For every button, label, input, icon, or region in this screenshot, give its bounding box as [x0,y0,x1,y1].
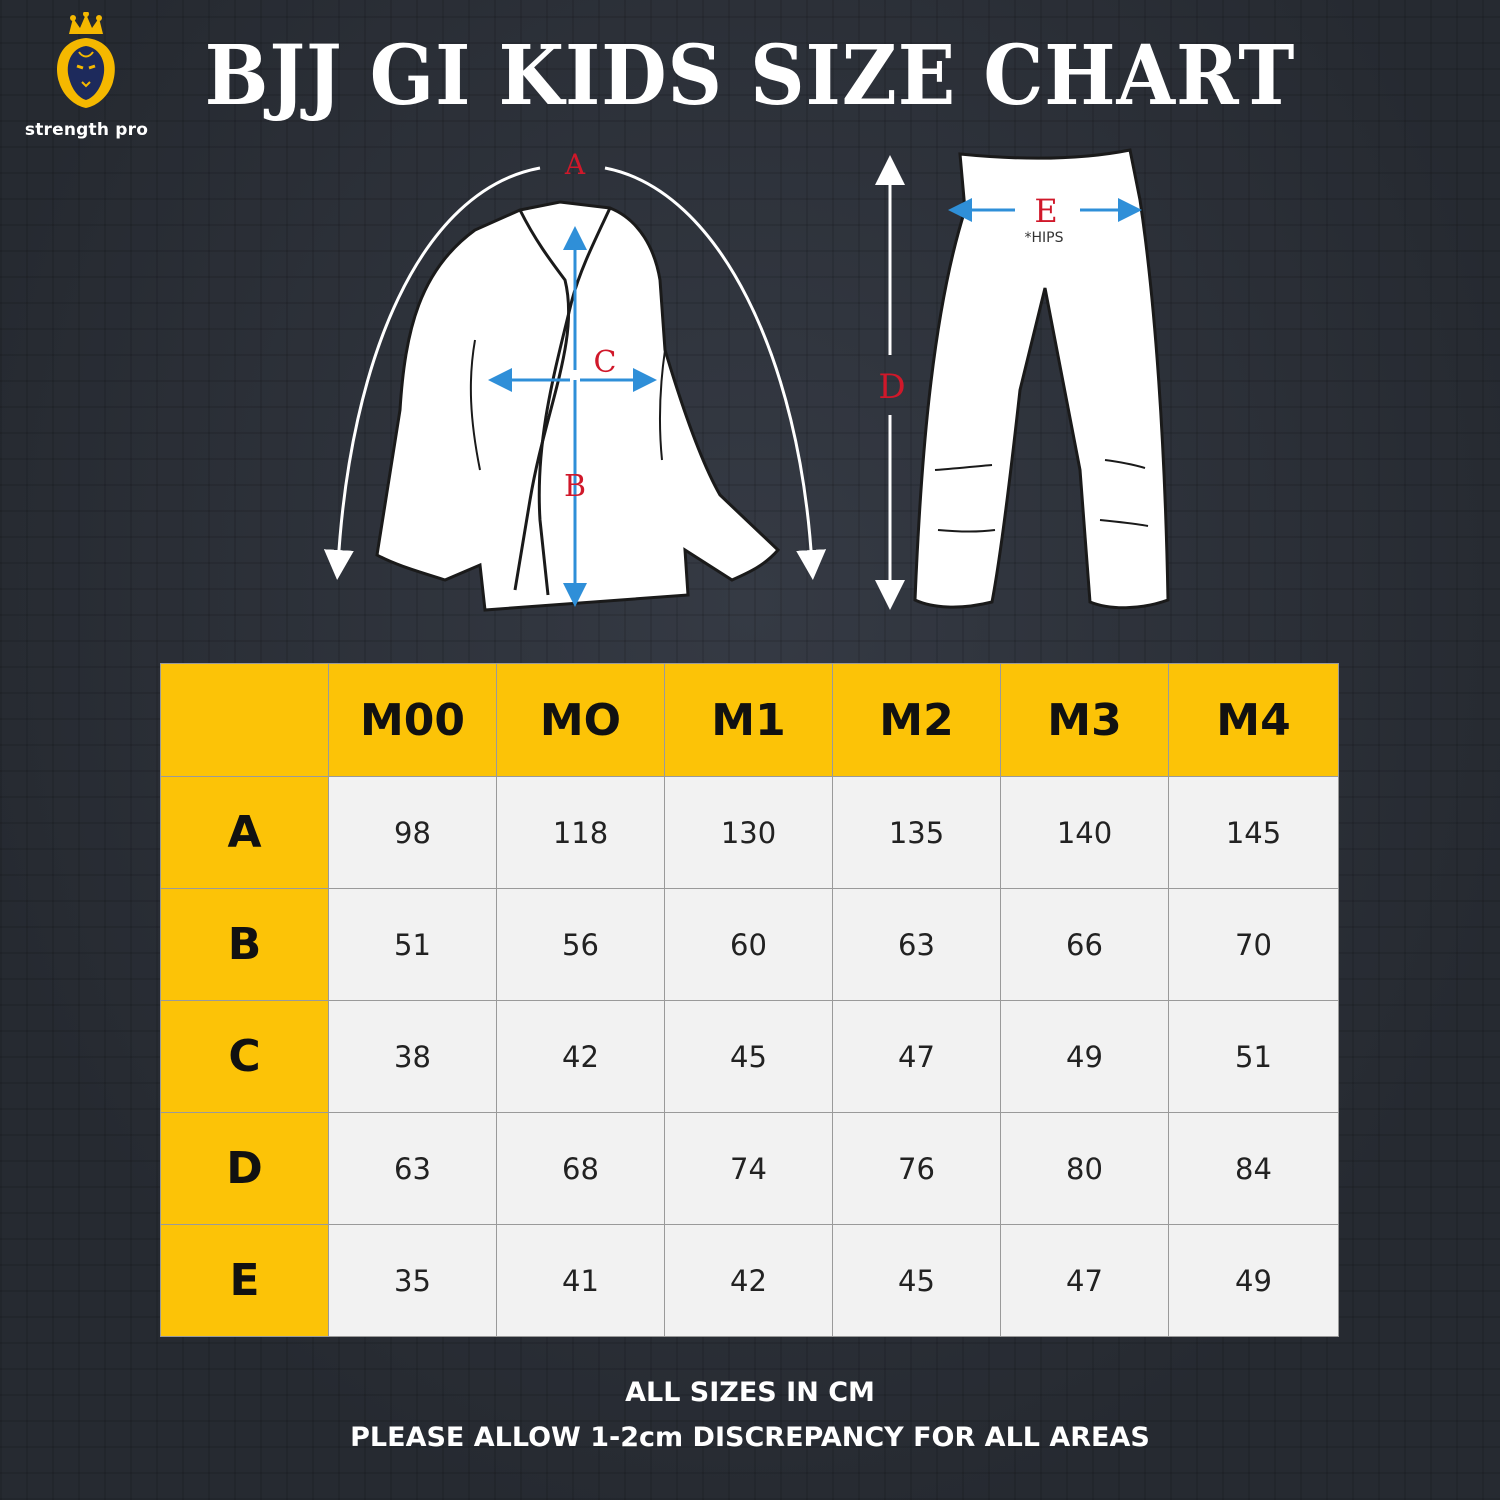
column-header: M1 [664,663,833,777]
page-title: BJJ GI KIDS SIZE CHART [204,28,1296,124]
gi-measurement-diagram: A C B E *HIPS D [323,148,1170,612]
lion-crown-icon [57,12,115,108]
table-cell: 51 [1168,1000,1339,1113]
column-header: M2 [832,663,1001,777]
brand-name: strength pro [24,120,149,140]
table-row: D 63 68 74 76 80 84 [160,1112,1339,1225]
table-cell: 140 [1000,776,1169,889]
table-cell: 84 [1168,1112,1339,1225]
table-cell: 74 [664,1112,833,1225]
label-d: D [878,367,905,407]
table-cell: 130 [664,776,833,889]
row-header: B [160,888,329,1001]
table-cell: 45 [664,1000,833,1113]
table-row: A 98 118 130 135 140 145 [160,776,1339,889]
table-cell: 38 [328,1000,497,1113]
table-header-row: M00 MO M1 M2 M3 M4 [160,663,1339,777]
table-cell: 49 [1168,1224,1339,1337]
label-b: B [564,469,586,504]
label-e: E [1034,192,1057,230]
table-cell: 76 [832,1112,1001,1225]
table-corner-cell [160,663,329,777]
table-cell: 51 [328,888,497,1001]
table-cell: 45 [832,1224,1001,1337]
table-row: C 38 42 45 47 49 51 [160,1000,1339,1113]
jacket-drawing [375,200,781,612]
table-cell: 56 [496,888,665,1001]
table-cell: 98 [328,776,497,889]
units-note: ALL SIZES IN CM [625,1377,875,1408]
table-cell: 49 [1000,1000,1169,1113]
table-row: B 51 56 60 63 66 70 [160,888,1339,1001]
table-cell: 118 [496,776,665,889]
row-header: E [160,1224,329,1337]
column-header: MO [496,663,665,777]
size-table: M00 MO M1 M2 M3 M4 A 98 118 130 135 140 … [160,663,1339,1337]
table-row: E 35 41 42 45 47 49 [160,1224,1339,1337]
arrow-a-left [323,166,541,580]
brand-logo: strength pro [14,12,159,147]
column-header: M4 [1168,663,1339,777]
column-header: M3 [1000,663,1169,777]
table-cell: 63 [832,888,1001,1001]
table-cell: 47 [1000,1224,1169,1337]
label-hips: *HIPS [1025,230,1064,246]
arrow-a-right [604,166,827,580]
table-cell: 63 [328,1112,497,1225]
table-cell: 80 [1000,1112,1169,1225]
table-cell: 68 [496,1112,665,1225]
label-c: C [594,345,617,380]
table-cell: 145 [1168,776,1339,889]
table-cell: 47 [832,1000,1001,1113]
row-header: A [160,776,329,889]
table-cell: 66 [1000,888,1169,1001]
label-a: A [564,148,586,181]
table-cell: 41 [496,1224,665,1337]
table-cell: 42 [496,1000,665,1113]
table-cell: 60 [664,888,833,1001]
column-header: M00 [328,663,497,777]
table-cell: 135 [832,776,1001,889]
row-header: D [160,1112,329,1225]
row-header: C [160,1000,329,1113]
table-cell: 70 [1168,888,1339,1001]
table-cell: 35 [328,1224,497,1337]
discrepancy-note: PLEASE ALLOW 1-2cm DISCREPANCY FOR ALL A… [350,1422,1150,1453]
table-cell: 42 [664,1224,833,1337]
